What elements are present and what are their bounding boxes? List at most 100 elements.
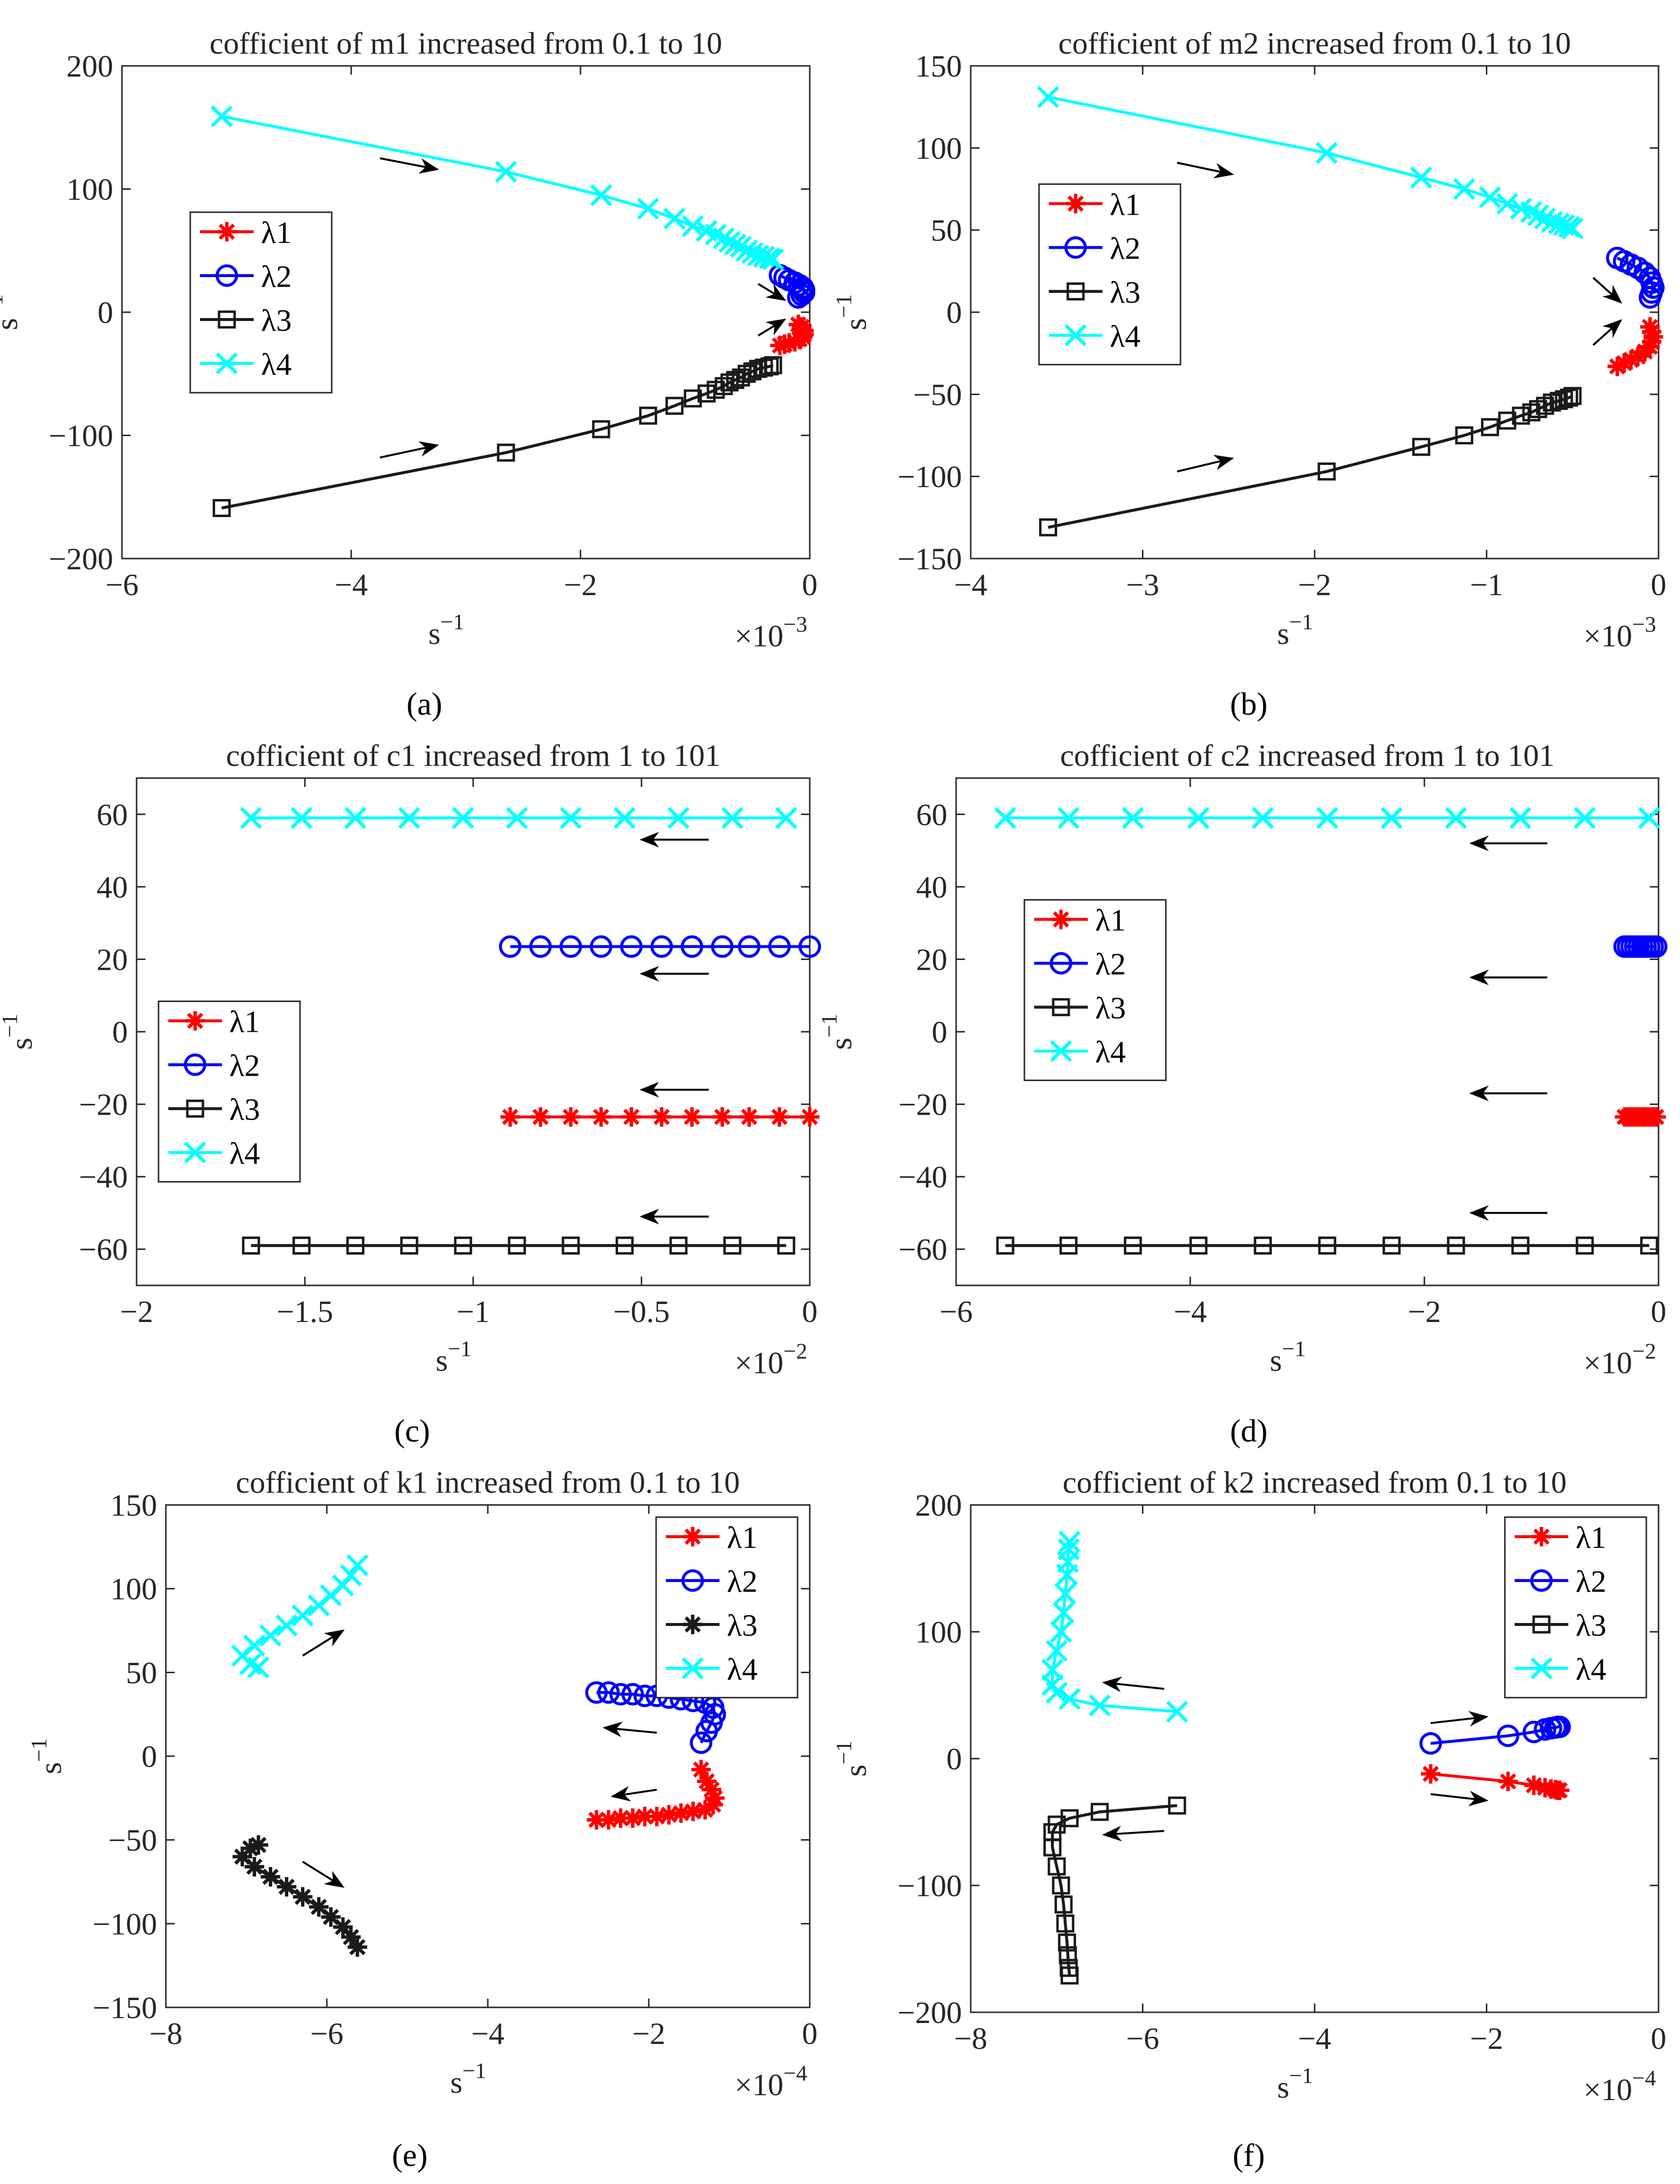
x-tick-label: −4 <box>471 2016 504 2051</box>
data-point <box>1254 1236 1272 1255</box>
data-point <box>344 807 366 829</box>
x-tick-label: −1 <box>1470 567 1503 602</box>
legend-entry: λ4 <box>229 1136 260 1171</box>
data-point <box>497 443 515 462</box>
x-tick-label: −2 <box>564 567 597 602</box>
panel-title: cofficient of c1 increased from 1 to 101 <box>226 738 720 773</box>
legend-entry: λ1 <box>261 215 292 250</box>
data-point <box>1643 327 1663 347</box>
data-point <box>529 935 552 958</box>
data-point <box>590 935 613 958</box>
x-tick-label: −6 <box>940 1294 973 1329</box>
legend: λ1 λ2 λ3 λ4 <box>189 211 333 394</box>
data-point <box>769 1107 789 1127</box>
legend-box <box>189 211 333 394</box>
data-point <box>633 1684 656 1707</box>
data-point <box>508 1236 526 1255</box>
data-point <box>1052 1876 1070 1895</box>
data-point <box>732 368 750 387</box>
data-point <box>681 215 704 237</box>
data-point <box>1318 1236 1337 1255</box>
data-point <box>762 248 784 270</box>
legend-marker <box>1050 952 1072 975</box>
data-point <box>719 231 740 253</box>
data-point <box>400 1236 419 1255</box>
x-axis-multiplier-exponent: −3 <box>783 612 807 637</box>
data-point <box>691 1760 711 1780</box>
legend-entry: λ1 <box>1110 187 1140 221</box>
panel-f: cofficient of k2 increased from 0.1 to 1… <box>831 1465 1666 2173</box>
x-tick-label: −8 <box>149 2016 182 2051</box>
legend-marker <box>218 310 236 329</box>
data-point <box>711 935 734 958</box>
y-axis-label: s−1 <box>831 294 873 330</box>
data-point <box>1047 1857 1066 1876</box>
data-point <box>1621 350 1641 370</box>
sub-caption: (c) <box>394 1413 430 1449</box>
legend-entry: λ2 <box>727 1564 758 1599</box>
data-point <box>1497 1724 1520 1747</box>
data-point <box>665 397 684 415</box>
panel-title: cofficient of m2 increased from 0.1 to 1… <box>1059 26 1571 60</box>
data-point <box>739 1107 759 1127</box>
data-point <box>1252 807 1274 829</box>
x-axis-multiplier-exponent: −3 <box>1632 612 1656 637</box>
data-point <box>994 807 1017 829</box>
data-point <box>398 807 420 829</box>
legend-marker <box>681 1657 704 1680</box>
y-tick-label: −150 <box>898 541 962 576</box>
data-point <box>1640 1236 1659 1255</box>
series-1 <box>770 315 814 356</box>
data-point <box>800 1107 820 1127</box>
data-point <box>682 1107 702 1127</box>
x-tick-label: 0 <box>802 2016 818 2051</box>
y-tick-label: 20 <box>97 942 128 977</box>
panel-b: cofficient of m2 increased from 0.1 to 1… <box>831 26 1666 722</box>
y-tick-label: 60 <box>97 797 128 832</box>
x-axis-multiplier: ×10−4 <box>735 2061 807 2102</box>
x-axis-label: s−1 <box>428 609 464 651</box>
x-tick-label: 0 <box>1651 2021 1666 2056</box>
legend-marker <box>1532 1527 1551 1546</box>
legend-marker <box>683 1615 702 1634</box>
legend-entry: λ1 <box>1095 903 1126 938</box>
x-axis-label-exponent: −1 <box>1282 1336 1306 1361</box>
x-tick-label: −8 <box>954 2021 987 2056</box>
y-axis-label-exponent: −1 <box>26 1738 51 1762</box>
data-point <box>1168 1796 1186 1815</box>
x-axis-label-exponent: −1 <box>448 1336 472 1361</box>
legend-marker <box>1532 1615 1551 1634</box>
y-axis-label-exponent: −1 <box>817 1014 841 1038</box>
x-axis-label-base: s <box>1277 2070 1289 2104</box>
direction-arrow <box>1430 1790 1489 1806</box>
x-tick-label: −2 <box>120 1294 153 1329</box>
x-axis-label: s−1 <box>1277 609 1313 651</box>
x-axis-multiplier-exponent: −2 <box>783 1339 807 1363</box>
series-1 <box>1420 1764 1570 1800</box>
legend-marker <box>1066 282 1085 301</box>
data-point <box>1059 1236 1078 1255</box>
y-tick-label: 100 <box>110 1572 157 1606</box>
data-point <box>736 240 758 262</box>
legend-marker <box>1064 324 1087 346</box>
direction-arrow <box>302 1861 345 1888</box>
data-point <box>1560 388 1579 407</box>
x-axis-multiplier: ×10−3 <box>735 612 807 653</box>
series-line <box>596 1691 717 1743</box>
data-point <box>775 807 798 829</box>
data-point <box>690 1731 713 1754</box>
y-axis-label-base: s <box>838 318 873 330</box>
x-axis-multiplier-base: ×10 <box>735 619 783 653</box>
data-point <box>1316 807 1339 829</box>
legend-entry: λ4 <box>1110 319 1140 353</box>
x-axis-label-exponent: −1 <box>462 2058 486 2083</box>
sub-caption: (e) <box>392 2138 427 2173</box>
direction-arrow <box>758 319 786 337</box>
data-point <box>240 1838 260 1858</box>
data-point <box>1420 1764 1440 1784</box>
legend-marker <box>1051 909 1071 929</box>
x-tick-label: −0.5 <box>613 1294 670 1329</box>
y-tick-label: 0 <box>112 1015 128 1049</box>
data-point <box>260 1624 281 1647</box>
x-axis-label-exponent: −1 <box>1289 2063 1313 2088</box>
